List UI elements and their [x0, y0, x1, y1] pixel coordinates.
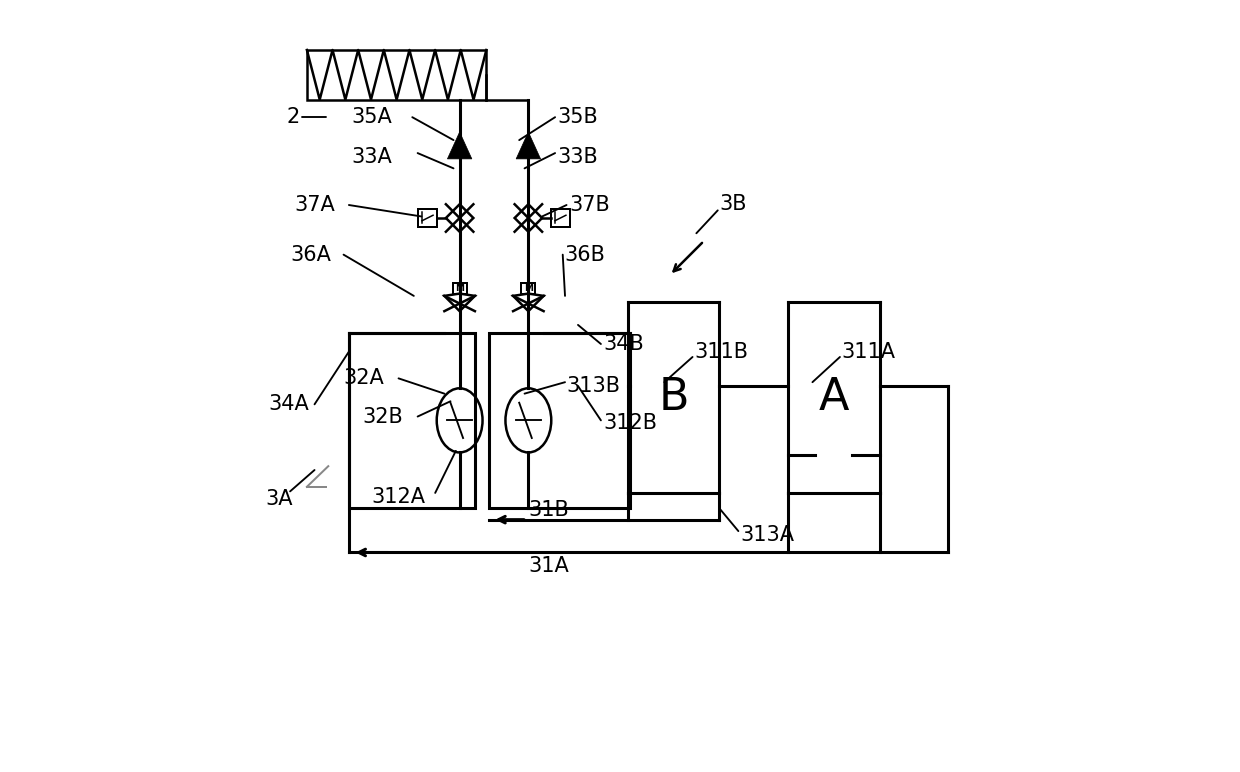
Text: 313A: 313A — [740, 525, 795, 545]
Text: 3B: 3B — [719, 195, 746, 215]
Bar — [418, 209, 436, 227]
Text: 3A: 3A — [265, 489, 293, 509]
Text: 32A: 32A — [343, 368, 384, 388]
Text: 33A: 33A — [351, 147, 392, 167]
Polygon shape — [448, 132, 472, 159]
Text: M: M — [523, 284, 533, 293]
Text: A: A — [818, 376, 849, 419]
Text: 31A: 31A — [528, 556, 569, 576]
Text: 34A: 34A — [269, 394, 310, 415]
Text: 37A: 37A — [294, 195, 335, 215]
Bar — [522, 283, 536, 293]
Text: 36A: 36A — [290, 245, 331, 265]
Text: 36B: 36B — [564, 245, 605, 265]
Text: 311A: 311A — [842, 342, 895, 361]
Text: 34B: 34B — [603, 334, 644, 354]
Text: 35B: 35B — [557, 107, 598, 127]
Polygon shape — [516, 132, 541, 159]
Text: 2: 2 — [286, 107, 300, 127]
Text: 35A: 35A — [351, 107, 392, 127]
Text: B: B — [658, 376, 688, 419]
Bar — [306, 50, 486, 100]
Text: 31B: 31B — [528, 500, 569, 520]
Text: 32B: 32B — [362, 407, 403, 427]
Bar — [453, 283, 466, 293]
Text: 37B: 37B — [569, 195, 610, 215]
Text: 312B: 312B — [603, 413, 657, 432]
Bar — [552, 209, 569, 227]
Text: 311B: 311B — [694, 342, 749, 361]
Bar — [489, 333, 630, 508]
Text: M: M — [455, 284, 464, 293]
Text: 313B: 313B — [567, 376, 620, 396]
Bar — [348, 333, 475, 508]
Text: 312A: 312A — [372, 486, 425, 506]
Text: 33B: 33B — [557, 147, 598, 167]
